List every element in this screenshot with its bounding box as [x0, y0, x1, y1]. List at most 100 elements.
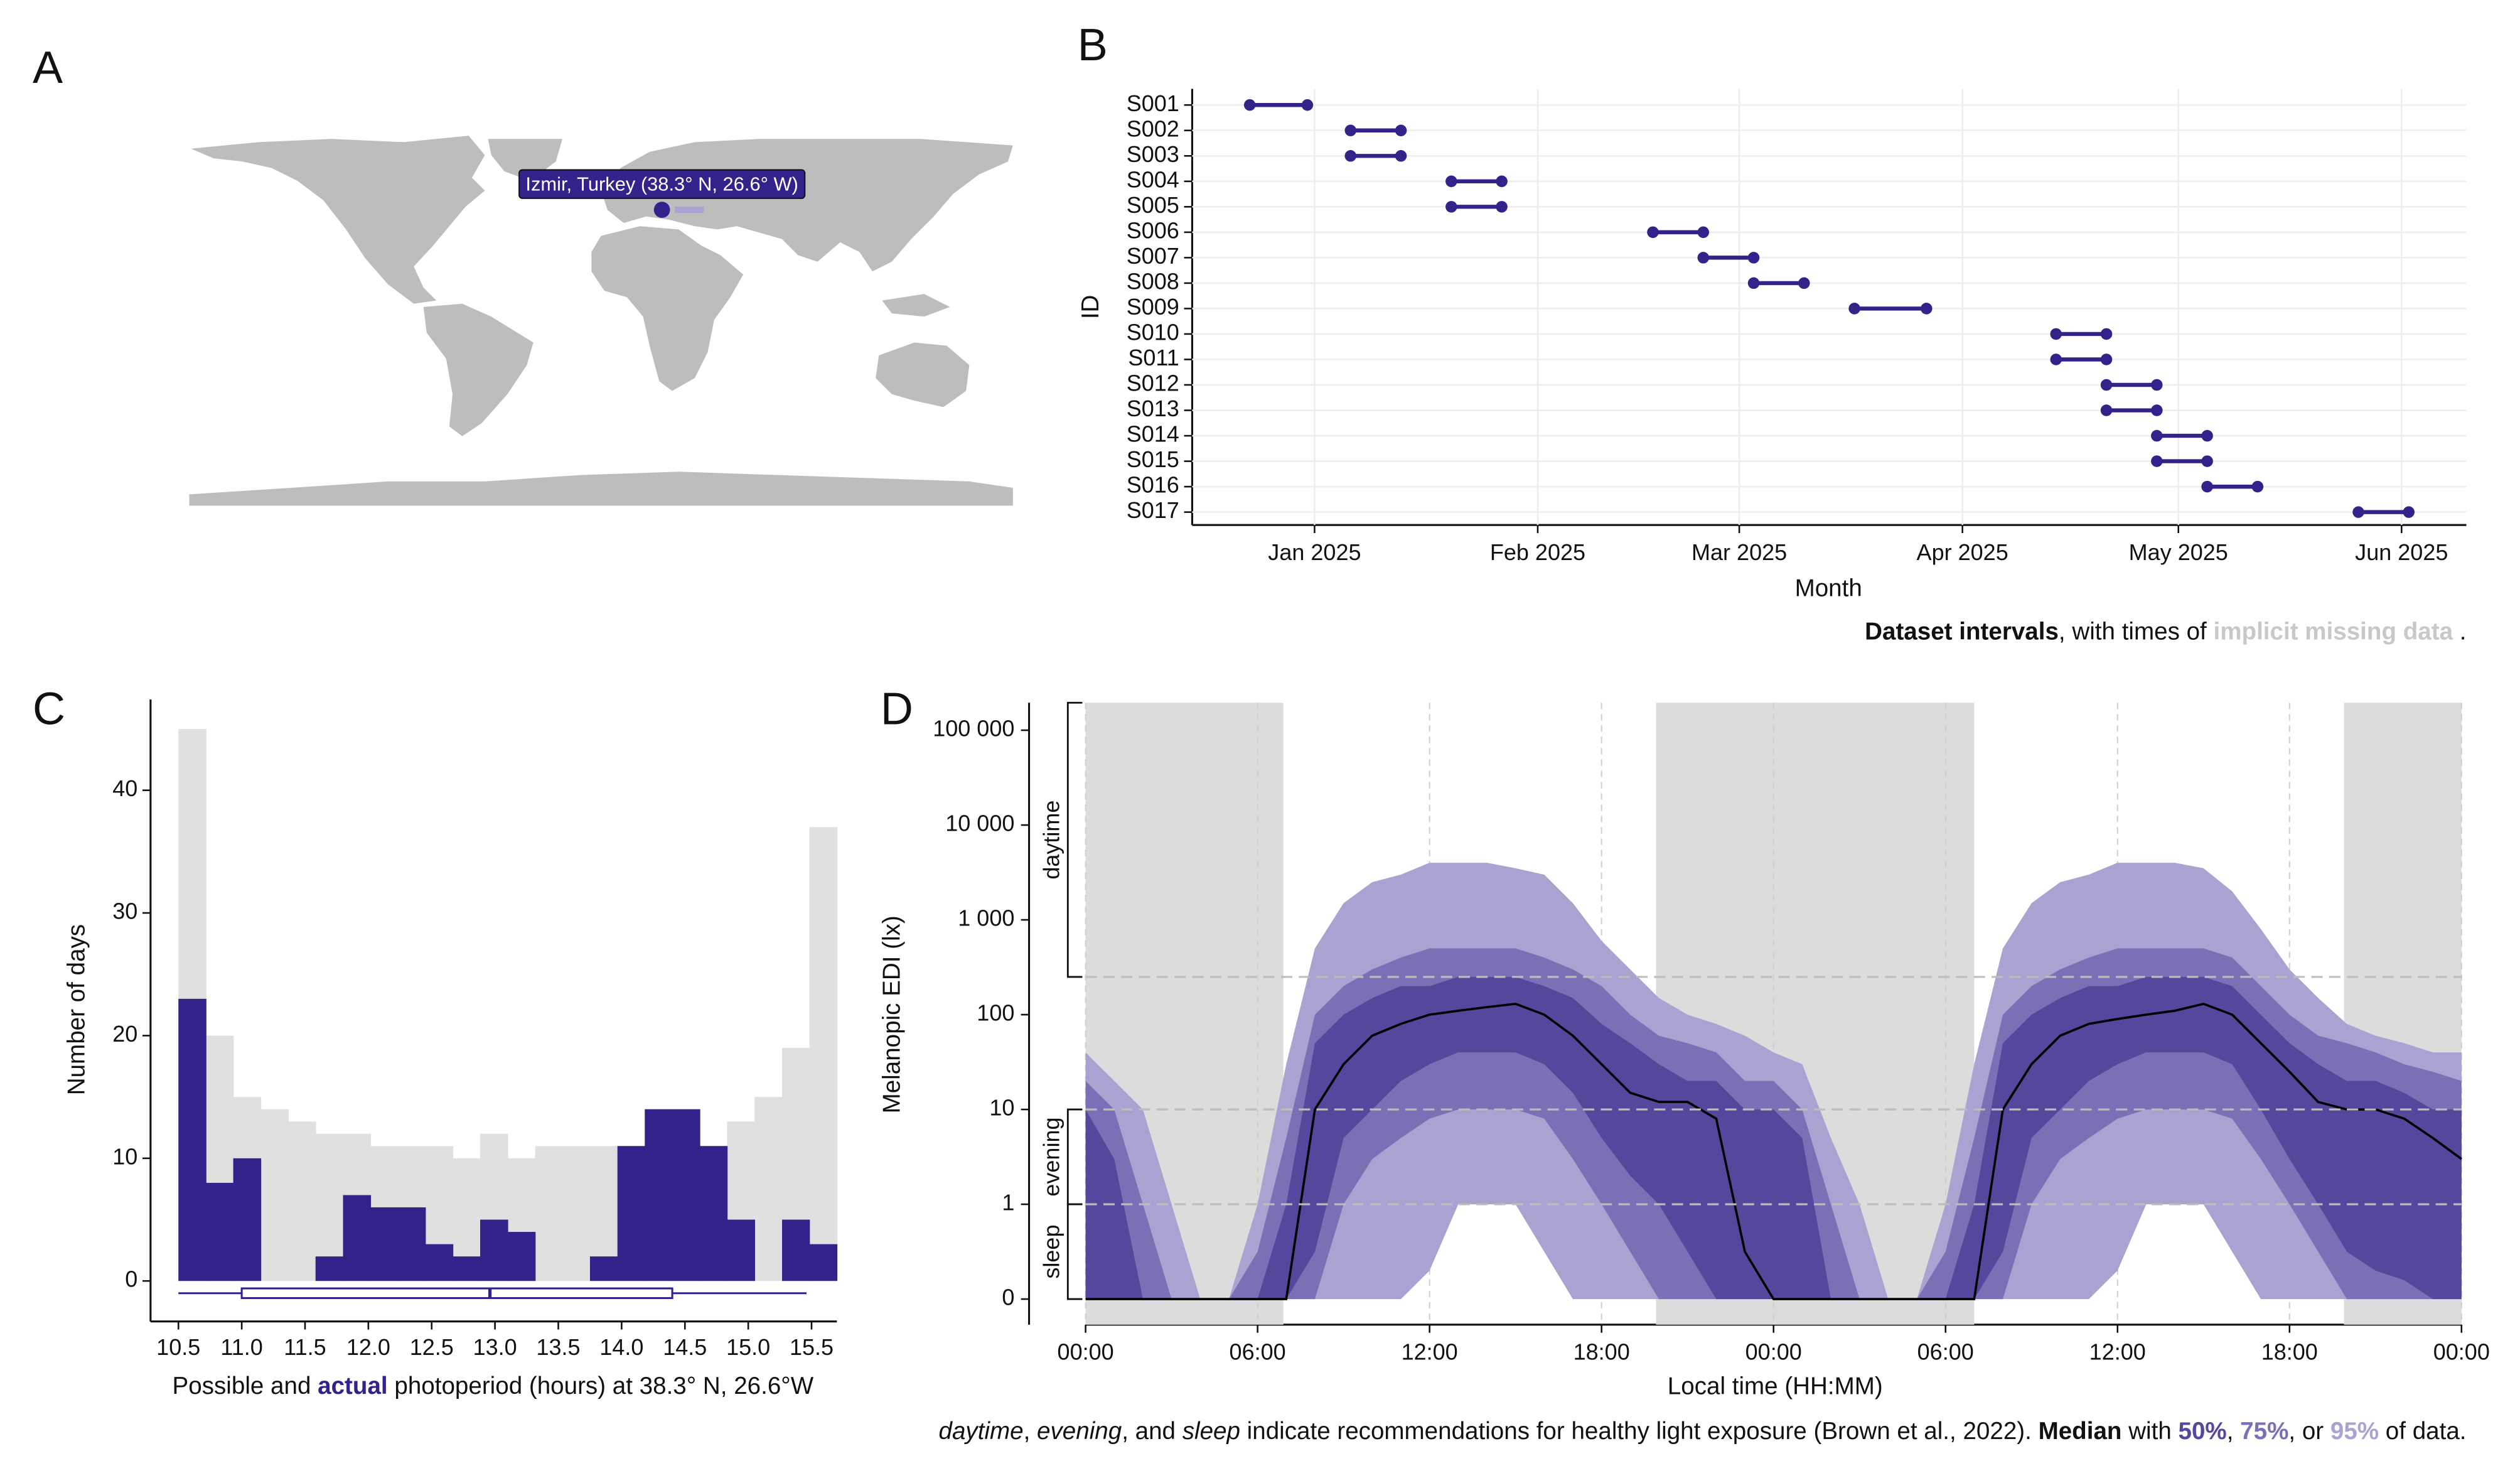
x-tick-label: Jan 2025 — [1268, 539, 1361, 565]
x-tick-label: 15.5 — [790, 1334, 834, 1360]
caption-part: evening — [1037, 1418, 1122, 1445]
x-tick-label: 13.0 — [473, 1334, 517, 1360]
y-axis-title: Number of days — [63, 924, 90, 1095]
histogram-bar — [315, 1256, 344, 1281]
interval-start — [1445, 175, 1457, 188]
x-axis-title: Month — [1795, 574, 1862, 601]
caption-part: . — [2453, 618, 2466, 645]
interval-start — [1647, 226, 1659, 239]
interval-end — [1697, 226, 1710, 239]
interval-start — [1848, 303, 1860, 315]
interval-start — [2151, 429, 2163, 442]
histogram-bar — [233, 1158, 262, 1281]
interval-end — [2201, 455, 2213, 467]
histogram-bar — [397, 1207, 426, 1281]
y-axis-title: ID — [1077, 295, 1104, 320]
interval-end — [2151, 404, 2163, 416]
y-tick-label: S002 — [1127, 116, 1179, 141]
caption: daytime, evening, and sleep indicate rec… — [939, 1418, 2467, 1445]
x-tick-label: Jun 2025 — [2355, 539, 2448, 565]
interval-end — [1395, 150, 1407, 162]
interval-start — [2100, 404, 2113, 416]
x-tick-label: 10.5 — [156, 1334, 200, 1360]
histogram-bar — [809, 1244, 838, 1281]
caption-part: Median — [2039, 1418, 2122, 1445]
recommendation-bracket — [1066, 1108, 1083, 1205]
x-tick-label: 12:00 — [1402, 1339, 1458, 1365]
interval-start — [2151, 455, 2163, 467]
y-tick-label: S008 — [1127, 268, 1179, 294]
caption: Dataset intervals, with times of implici… — [1865, 618, 2466, 645]
y-tick-label: S007 — [1127, 243, 1179, 269]
interval-end — [2151, 379, 2163, 391]
caption-part: 75% — [2240, 1418, 2288, 1445]
caption-part: sleep — [1182, 1418, 1240, 1445]
y-tick-label: 100 000 — [933, 716, 1014, 742]
x-axis-title-part: Possible and — [173, 1372, 318, 1399]
y-tick-label: S017 — [1127, 497, 1179, 523]
x-tick-label: May 2025 — [2129, 539, 2228, 565]
panel-label: D — [881, 684, 913, 735]
interval-end — [2201, 429, 2213, 442]
caption-part: 95% — [2330, 1418, 2379, 1445]
interval-start — [2201, 480, 2213, 493]
interval-end — [1301, 99, 1314, 111]
histogram-bar — [453, 1256, 481, 1281]
x-tick-label: Feb 2025 — [1490, 539, 1585, 565]
recommendation-label: daytime — [1039, 801, 1064, 880]
y-tick-label: S015 — [1127, 446, 1179, 472]
ribbon-band — [1085, 976, 2462, 1300]
continent — [882, 294, 950, 317]
y-tick-label: 0 — [125, 1266, 137, 1292]
recommendation-label: evening — [1039, 1117, 1064, 1196]
interval-start — [1243, 99, 1256, 111]
interval-start — [2050, 353, 2062, 365]
x-tick-label: 00:00 — [1058, 1339, 1114, 1365]
histogram-bar — [645, 1109, 673, 1281]
x-tick-label: 12.5 — [410, 1334, 454, 1360]
interval-end — [1798, 277, 1810, 289]
y-tick-label: 10 — [989, 1095, 1014, 1121]
histogram-bar — [343, 1195, 372, 1281]
caption-part: , or — [2288, 1418, 2330, 1445]
histogram-bar — [589, 1256, 618, 1281]
x-tick-label: 00:00 — [1745, 1339, 1802, 1365]
y-tick-label: 10 — [112, 1143, 137, 1169]
x-tick-label: 11.0 — [220, 1334, 262, 1360]
caption-part: , — [2227, 1418, 2240, 1445]
continent — [423, 303, 533, 436]
caption-part: Dataset intervals — [1865, 618, 2059, 645]
y-tick-label: 30 — [112, 898, 137, 924]
interval-start — [2100, 379, 2113, 391]
x-tick-label: 13.5 — [536, 1334, 580, 1360]
interval-start — [2352, 506, 2364, 518]
x-axis-title-part: actual — [318, 1372, 388, 1399]
histogram-bar — [617, 1146, 646, 1281]
x-tick-label: 14.5 — [663, 1334, 707, 1360]
y-tick-label: S014 — [1127, 421, 1179, 447]
x-axis-title-part: photoperiod (hours) at 38.3° N, 26.6°W — [388, 1372, 814, 1399]
interval-end — [2100, 353, 2113, 365]
y-tick-label: S016 — [1127, 472, 1179, 498]
y-tick-label: 20 — [112, 1021, 137, 1047]
caption-part: , — [1024, 1418, 1037, 1445]
histogram-bar — [425, 1244, 454, 1281]
y-tick-label: S006 — [1127, 217, 1179, 243]
caption-part: indicate recommendations for healthy lig… — [1240, 1418, 2039, 1445]
interval-end — [1496, 175, 1508, 188]
y-tick-label: S013 — [1127, 396, 1179, 421]
caption-part: with — [2121, 1418, 2178, 1445]
y-tick-label: 10 000 — [945, 811, 1014, 836]
interval-start — [1445, 201, 1457, 213]
x-tick-label: 12:00 — [2089, 1339, 2146, 1365]
interval-end — [1921, 303, 1933, 315]
y-tick-label: 40 — [112, 775, 137, 801]
histogram-bar — [260, 1109, 289, 1281]
marker-label-box — [518, 169, 806, 199]
interval-start — [1697, 252, 1710, 264]
x-tick-label: 18:00 — [2261, 1339, 2318, 1365]
recommendation-label: sleep — [1039, 1225, 1064, 1279]
caption-part: implicit missing data — [2213, 618, 2453, 645]
y-tick-label: S003 — [1127, 141, 1179, 167]
y-tick-label: S001 — [1127, 90, 1179, 116]
